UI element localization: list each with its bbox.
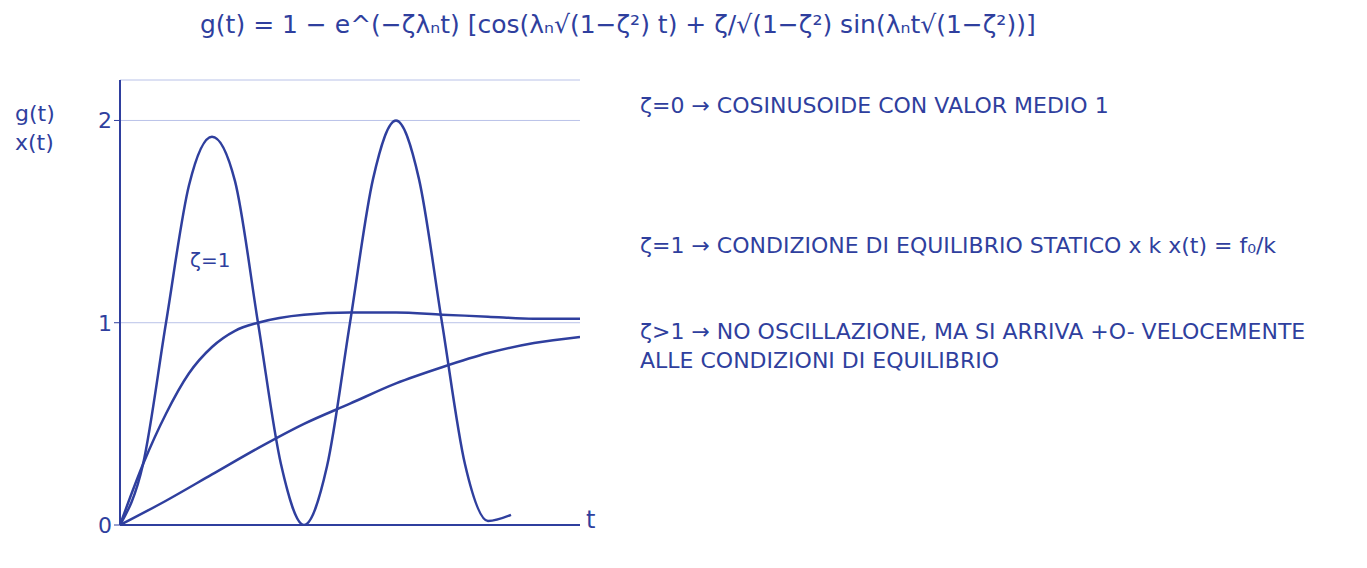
html-text:t: t (586, 506, 596, 534)
html-text:g(t) = 1 − e^(−ζλₙt) [cos(λₙ√(: g(t) = 1 − e^(−ζλₙt) [cos(λₙ√(1−ζ²) t) +… (200, 10, 1036, 39)
html-text:ζ=0 → COSINUSOIDE CON VALOR ME: ζ=0 → COSINUSOIDE CON VALOR MEDIO 1 (640, 93, 1109, 118)
html-text:ζ>1 → NO OSCILLAZIONE, MA SI A: ζ>1 → NO OSCILLAZIONE, MA SI ARRIVA +O- … (640, 319, 1306, 373)
html-text:x(t): x(t) (15, 129, 54, 155)
html-text:ζ=1: ζ=1 (190, 248, 231, 272)
html-text:g(t): g(t) (15, 101, 55, 126)
html-text:ζ=1 → CONDIZIONE DI EQUILIBRIO: ζ=1 → CONDIZIONE DI EQUILIBRIO STATICO x… (640, 233, 1277, 258)
svg-text:1: 1 (98, 311, 112, 336)
svg-text:2: 2 (98, 108, 112, 133)
svg-text:0: 0 (98, 513, 112, 538)
